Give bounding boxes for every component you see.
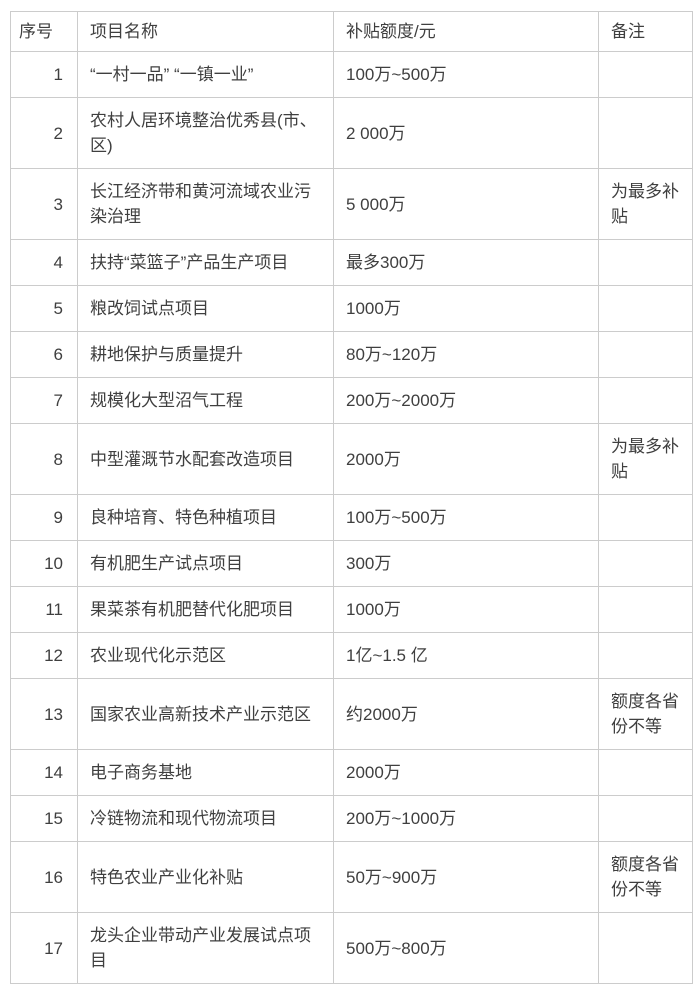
row-index: 6 — [10, 331, 78, 378]
remark — [598, 97, 693, 169]
remark: 额度各省份不等 — [598, 841, 693, 913]
table-row: 16 特色农业产业化补贴 50万~900万 额度各省份不等 — [10, 841, 693, 913]
subsidy-amount: 5 000万 — [333, 168, 599, 240]
project-name: 有机肥生产试点项目 — [77, 540, 334, 587]
remark — [598, 239, 693, 286]
table-row: 12 农业现代化示范区 1亿~1.5 亿 — [10, 632, 693, 679]
project-name: 农村人居环境整治优秀县(市、区) — [77, 97, 334, 169]
project-name: 规模化大型沼气工程 — [77, 377, 334, 424]
remark: 额度各省份不等 — [598, 678, 693, 750]
remark — [598, 749, 693, 796]
project-name: 粮改饲试点项目 — [77, 285, 334, 332]
table-body: 1 “一村一品” “一镇一业” 100万~500万 2 农村人居环境整治优秀县(市、区)… — [10, 51, 693, 984]
subsidy-amount: 1亿~1.5 亿 — [333, 632, 599, 679]
column-header-amount: 补贴额度/元 — [333, 11, 599, 52]
remark — [598, 586, 693, 633]
project-name: 国家农业高新技术产业示范区 — [77, 678, 334, 750]
subsidy-amount: 最多300万 — [333, 239, 599, 286]
project-name: 农业现代化示范区 — [77, 632, 334, 679]
table-row: 9 良种培育、特色种植项目 100万~500万 — [10, 494, 693, 541]
project-name: 特色农业产业化补贴 — [77, 841, 334, 913]
remark — [598, 494, 693, 541]
remark — [598, 51, 693, 98]
row-index: 17 — [10, 912, 78, 984]
row-index: 11 — [10, 586, 78, 633]
table-row: 2 农村人居环境整治优秀县(市、区) 2 000万 — [10, 97, 693, 169]
subsidy-amount: 100万~500万 — [333, 51, 599, 98]
table-row: 6 耕地保护与质量提升 80万~120万 — [10, 331, 693, 378]
table-row: 4 扶持“菜篮子”产品生产项目 最多300万 — [10, 239, 693, 286]
subsidy-amount: 100万~500万 — [333, 494, 599, 541]
project-name: 电子商务基地 — [77, 749, 334, 796]
table-row: 17 龙头企业带动产业发展试点项目 500万~800万 — [10, 912, 693, 984]
subsidy-amount: 200万~1000万 — [333, 795, 599, 842]
table-row: 15 冷链物流和现代物流项目 200万~1000万 — [10, 795, 693, 842]
column-header-index: 序号 — [10, 11, 78, 52]
project-name: 扶持“菜篮子”产品生产项目 — [77, 239, 334, 286]
column-header-name: 项目名称 — [77, 11, 334, 52]
row-index: 1 — [10, 51, 78, 98]
remark: 为最多补贴 — [598, 168, 693, 240]
remark — [598, 632, 693, 679]
project-name: 龙头企业带动产业发展试点项目 — [77, 912, 334, 984]
table-row: 7 规模化大型沼气工程 200万~2000万 — [10, 377, 693, 424]
row-index: 12 — [10, 632, 78, 679]
project-name: 果菜茶有机肥替代化肥项目 — [77, 586, 334, 633]
project-name: 冷链物流和现代物流项目 — [77, 795, 334, 842]
subsidy-amount: 300万 — [333, 540, 599, 587]
row-index: 7 — [10, 377, 78, 424]
row-index: 8 — [10, 423, 78, 495]
subsidy-amount: 80万~120万 — [333, 331, 599, 378]
subsidy-table: 序号 项目名称 补贴额度/元 备注 1 “一村一品” “一镇一业” 100万~500… — [10, 11, 693, 984]
remark — [598, 795, 693, 842]
project-name: 长江经济带和黄河流域农业污染治理 — [77, 168, 334, 240]
column-header-remark: 备注 — [598, 11, 693, 52]
remark — [598, 540, 693, 587]
project-name: 中型灌溉节水配套改造项目 — [77, 423, 334, 495]
subsidy-amount: 约2000万 — [333, 678, 599, 750]
row-index: 10 — [10, 540, 78, 587]
subsidy-amount: 2 000万 — [333, 97, 599, 169]
row-index: 14 — [10, 749, 78, 796]
row-index: 4 — [10, 239, 78, 286]
remark — [598, 912, 693, 984]
row-index: 5 — [10, 285, 78, 332]
row-index: 2 — [10, 97, 78, 169]
row-index: 9 — [10, 494, 78, 541]
project-name: “一村一品” “一镇一业” — [77, 51, 334, 98]
table-row: 8 中型灌溉节水配套改造项目 2000万 为最多补贴 — [10, 423, 693, 495]
table-row: 11 果菜茶有机肥替代化肥项目 1000万 — [10, 586, 693, 633]
table-row: 10 有机肥生产试点项目 300万 — [10, 540, 693, 587]
row-index: 3 — [10, 168, 78, 240]
subsidy-amount: 1000万 — [333, 285, 599, 332]
row-index: 16 — [10, 841, 78, 913]
table-row: 1 “一村一品” “一镇一业” 100万~500万 — [10, 51, 693, 98]
row-index: 15 — [10, 795, 78, 842]
remark — [598, 377, 693, 424]
remark — [598, 285, 693, 332]
table-row: 5 粮改饲试点项目 1000万 — [10, 285, 693, 332]
subsidy-amount: 50万~900万 — [333, 841, 599, 913]
project-name: 良种培育、特色种植项目 — [77, 494, 334, 541]
subsidy-amount: 200万~2000万 — [333, 377, 599, 424]
table-row: 14 电子商务基地 2000万 — [10, 749, 693, 796]
row-index: 13 — [10, 678, 78, 750]
subsidy-amount: 500万~800万 — [333, 912, 599, 984]
project-name: 耕地保护与质量提升 — [77, 331, 334, 378]
subsidy-amount: 2000万 — [333, 423, 599, 495]
table-row: 3 长江经济带和黄河流域农业污染治理 5 000万 为最多补贴 — [10, 168, 693, 240]
subsidy-amount: 1000万 — [333, 586, 599, 633]
header-row: 序号 项目名称 补贴额度/元 备注 — [10, 11, 693, 52]
remark — [598, 331, 693, 378]
subsidy-amount: 2000万 — [333, 749, 599, 796]
remark: 为最多补贴 — [598, 423, 693, 495]
table-row: 13 国家农业高新技术产业示范区 约2000万 额度各省份不等 — [10, 678, 693, 750]
